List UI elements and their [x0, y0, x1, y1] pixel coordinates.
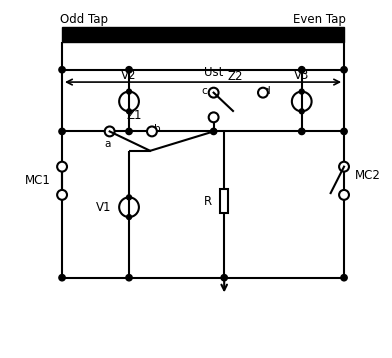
Circle shape	[57, 190, 67, 200]
Circle shape	[209, 88, 219, 98]
Circle shape	[105, 126, 114, 136]
Text: c: c	[201, 86, 207, 96]
Text: b: b	[154, 124, 160, 134]
Circle shape	[126, 67, 132, 73]
Circle shape	[299, 67, 305, 73]
Text: V3: V3	[294, 69, 309, 82]
Circle shape	[127, 89, 131, 94]
Circle shape	[57, 162, 67, 171]
Circle shape	[119, 92, 139, 111]
Circle shape	[59, 128, 65, 135]
Circle shape	[127, 195, 131, 200]
Text: MC2: MC2	[355, 169, 381, 182]
Circle shape	[127, 109, 131, 114]
Circle shape	[299, 109, 304, 114]
Circle shape	[126, 275, 132, 281]
Circle shape	[341, 67, 347, 73]
Text: Z2: Z2	[227, 70, 243, 83]
Circle shape	[341, 128, 347, 135]
Circle shape	[119, 197, 139, 217]
Text: Odd Tap: Odd Tap	[60, 13, 108, 26]
Circle shape	[339, 190, 349, 200]
Circle shape	[292, 92, 312, 111]
Bar	[220, 189, 229, 213]
Circle shape	[59, 275, 65, 281]
Circle shape	[299, 89, 304, 94]
Text: Z1: Z1	[127, 108, 142, 122]
Bar	[62, 28, 344, 42]
Text: V2: V2	[121, 69, 137, 82]
Circle shape	[127, 214, 131, 219]
Circle shape	[221, 275, 227, 281]
Circle shape	[341, 275, 347, 281]
Text: MC1: MC1	[25, 174, 51, 187]
Circle shape	[126, 128, 132, 135]
Circle shape	[211, 128, 217, 135]
Circle shape	[147, 126, 157, 136]
Text: Ust: Ust	[204, 66, 223, 79]
Circle shape	[59, 67, 65, 73]
Text: d: d	[263, 86, 270, 96]
Text: Even Tap: Even Tap	[293, 13, 346, 26]
Text: a: a	[105, 139, 111, 149]
Circle shape	[339, 162, 349, 171]
Circle shape	[299, 128, 305, 135]
Text: R: R	[204, 194, 212, 208]
Circle shape	[209, 112, 219, 122]
Text: V1: V1	[96, 201, 111, 214]
Circle shape	[258, 88, 268, 98]
